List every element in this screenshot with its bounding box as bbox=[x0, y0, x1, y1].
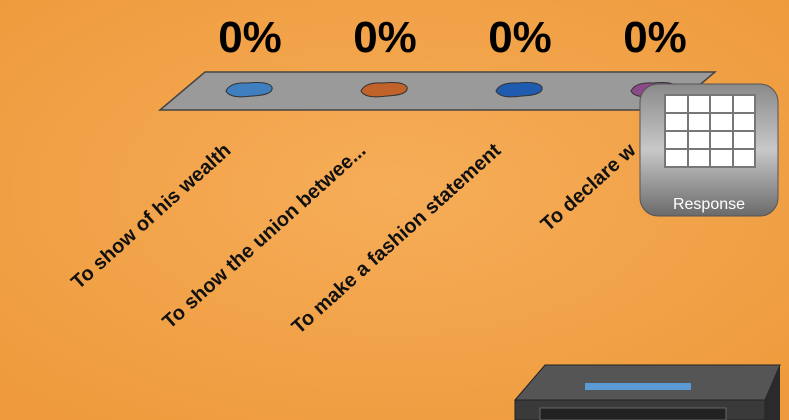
bar-top bbox=[495, 82, 543, 98]
bar bbox=[495, 82, 543, 98]
value-label: 0% bbox=[218, 13, 282, 62]
bar bbox=[360, 82, 408, 98]
icon-grid bbox=[664, 94, 756, 168]
button-label: Response bbox=[673, 196, 745, 213]
response-button[interactable]: Response bbox=[639, 83, 779, 217]
podium bbox=[513, 364, 781, 420]
bar bbox=[225, 82, 273, 98]
value-label: 0% bbox=[488, 13, 552, 62]
value-label: 0% bbox=[623, 13, 687, 62]
platform bbox=[157, 71, 718, 111]
bar-top bbox=[225, 82, 273, 98]
value-label: 0% bbox=[353, 13, 417, 62]
bar-top bbox=[360, 82, 408, 98]
